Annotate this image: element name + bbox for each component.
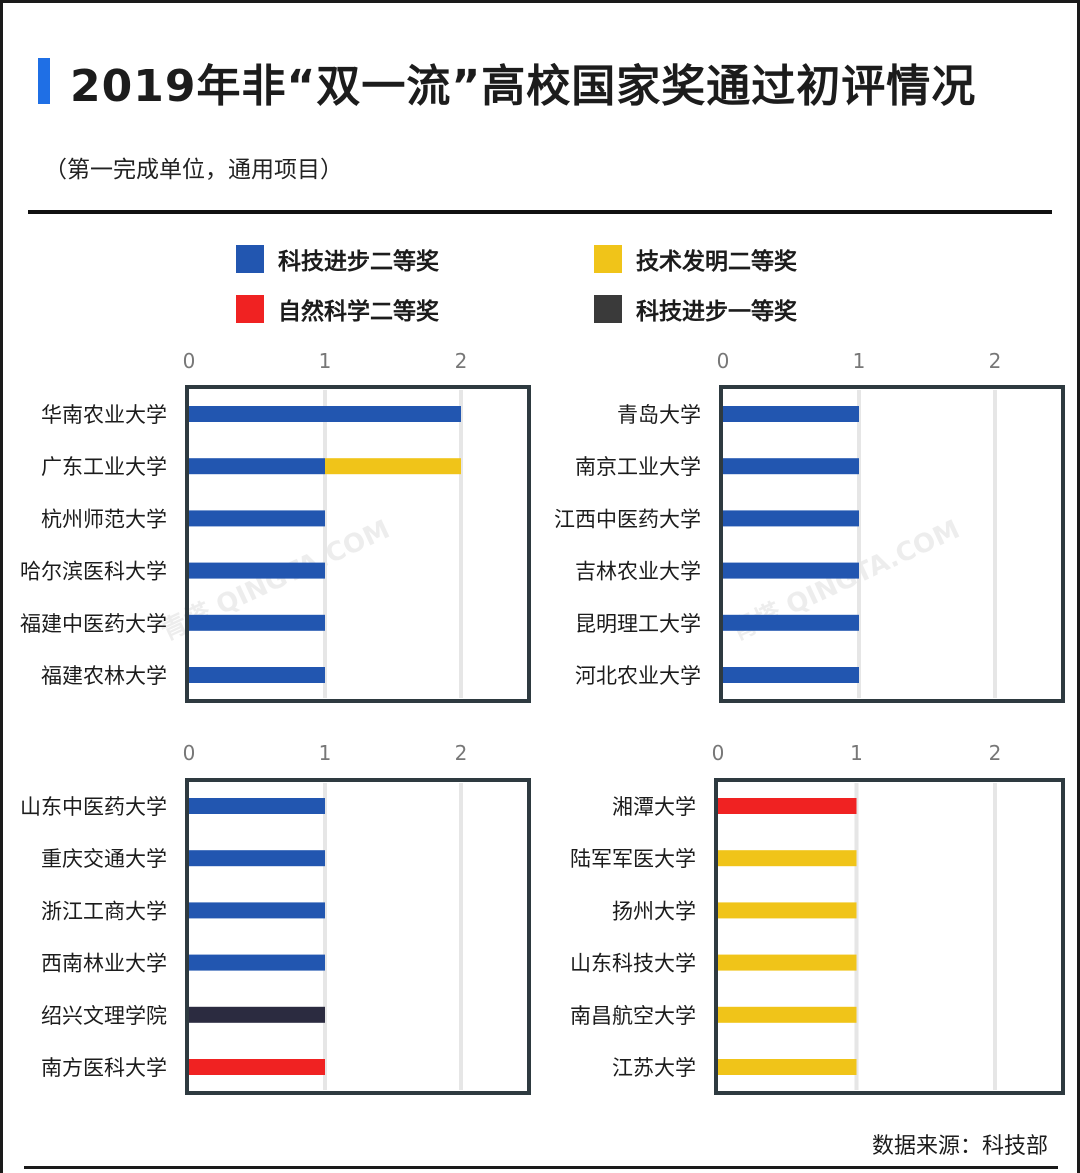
category-label: 重庆交通大学 (41, 847, 167, 871)
header-divider (28, 210, 1052, 214)
category-label: 湘潭大学 (612, 795, 696, 819)
category-label: 山东科技大学 (570, 952, 696, 976)
bar (325, 458, 461, 475)
chart-frame (185, 778, 531, 1095)
x-tick-label: 0 (712, 741, 725, 765)
category-label: 山东中医药大学 (20, 795, 167, 819)
x-tick-label: 1 (850, 741, 863, 765)
bar (189, 667, 325, 683)
bar (189, 850, 325, 867)
x-tick-label: 0 (717, 349, 730, 373)
x-tick-label: 2 (455, 741, 468, 765)
category-label: 江西中医药大学 (554, 507, 701, 531)
bar (723, 562, 859, 579)
x-tick-label: 2 (455, 349, 468, 373)
bar (718, 850, 857, 867)
category-label: 福建农林大学 (41, 664, 167, 688)
x-tick-label: 1 (853, 349, 866, 373)
bar (723, 614, 859, 631)
category-label: 河北农业大学 (575, 664, 701, 688)
x-tick-label: 0 (183, 741, 196, 765)
category-label: 绍兴文理学院 (41, 1004, 167, 1028)
footer-divider (24, 1166, 1058, 1169)
bar (723, 458, 859, 475)
x-tick-label: 1 (319, 349, 332, 373)
category-label: 南昌航空大学 (570, 1004, 696, 1028)
legend-item-kjjb1: 科技进步一等奖 (594, 292, 797, 326)
title-accent-bar (38, 58, 50, 104)
bar (189, 1006, 325, 1023)
category-label: 南方医科大学 (41, 1056, 167, 1080)
legend-item-jsfm2: 技术发明二等奖 (594, 242, 797, 276)
chart-frame (185, 385, 531, 703)
bar (189, 798, 325, 814)
x-tick-label: 2 (989, 741, 1002, 765)
category-label: 华南农业大学 (41, 403, 167, 427)
page-title: 2019年非“双一流”高校国家奖通过初评情况 (70, 61, 977, 112)
legend-swatch (594, 245, 622, 273)
legend-item-kjjb2: 科技进步二等奖 (236, 242, 439, 276)
category-label: 南京工业大学 (575, 455, 701, 479)
legend-swatch (236, 245, 264, 273)
legend-label: 科技进步一等奖 (636, 299, 797, 325)
legend-item-zrkx2: 自然科学二等奖 (236, 292, 439, 326)
legend-swatch (236, 295, 264, 323)
x-tick-label: 1 (319, 741, 332, 765)
bar (189, 510, 325, 527)
x-tick-label: 2 (989, 349, 1002, 373)
category-label: 西南林业大学 (41, 952, 167, 976)
page-subtitle: （第一完成单位，通用项目） (44, 157, 343, 183)
bar (189, 406, 461, 422)
chart-frame (719, 385, 1065, 703)
category-label: 广东工业大学 (41, 455, 167, 479)
category-label: 陆军军医大学 (570, 847, 696, 871)
chart-frame (714, 778, 1065, 1095)
legend-label: 技术发明二等奖 (636, 249, 797, 275)
category-label: 江苏大学 (612, 1056, 696, 1080)
bar (718, 902, 857, 919)
bar (723, 667, 859, 683)
bar (723, 406, 859, 422)
bar (189, 1059, 325, 1075)
bar (189, 614, 325, 631)
category-label: 吉林农业大学 (575, 560, 701, 584)
bar (718, 798, 857, 814)
category-label: 扬州大学 (612, 899, 696, 923)
category-label: 青岛大学 (617, 403, 701, 427)
bar (718, 954, 857, 971)
category-label: 福建中医药大学 (20, 612, 167, 636)
legend-label: 科技进步二等奖 (278, 249, 439, 275)
bar (718, 1006, 857, 1023)
bar (718, 1059, 857, 1075)
bar (189, 458, 325, 475)
x-tick-label: 0 (183, 349, 196, 373)
legend-swatch (594, 295, 622, 323)
bar (723, 510, 859, 527)
legend-label: 自然科学二等奖 (278, 299, 439, 325)
category-label: 杭州师范大学 (41, 507, 167, 531)
bar (189, 902, 325, 919)
category-label: 哈尔滨医科大学 (20, 560, 167, 584)
bar (189, 562, 325, 579)
category-label: 昆明理工大学 (575, 612, 701, 636)
category-label: 浙江工商大学 (41, 899, 167, 923)
data-source: 数据来源：科技部 (871, 1134, 1048, 1159)
bar (189, 954, 325, 971)
